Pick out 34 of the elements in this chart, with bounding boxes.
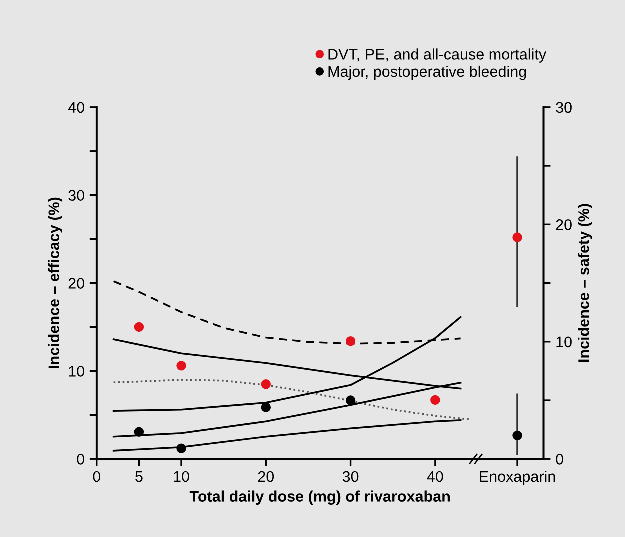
line-series — [112, 420, 462, 452]
x-tick-label: 20 — [258, 471, 274, 482]
x-tick-label: 0 — [93, 471, 101, 482]
x-axis-title: Total daily dose (mg) of rivaroxaban — [190, 490, 450, 506]
y-tick-label: 0 — [77, 454, 84, 465]
y-tick-label: 30 — [68, 190, 84, 202]
y2-tick-label: 30 — [556, 102, 572, 114]
x-tick-label: 5 — [136, 472, 143, 482]
point — [134, 322, 144, 332]
y-tick-label: 20 — [68, 278, 84, 289]
point — [176, 361, 186, 371]
x-tick-label: 10 — [174, 471, 190, 482]
point — [261, 402, 272, 412]
line-series — [112, 379, 470, 420]
x-tick-label: 30 — [342, 471, 359, 482]
point — [134, 427, 144, 438]
point — [176, 444, 186, 454]
y2-tick-label: 0 — [556, 454, 564, 465]
point — [346, 336, 356, 346]
y-tick-label: 40 — [68, 102, 84, 114]
y2-tick-label: 10 — [556, 336, 572, 348]
x-tick-label: Enoxaparin — [480, 470, 556, 486]
legend-label: DVT, PE, and all-cause mortality — [328, 48, 547, 63]
point — [430, 395, 440, 406]
y-tick-label: 10 — [69, 366, 84, 377]
y2-axis-title: Incidence – safety (%) — [578, 204, 592, 362]
y2-tick-label: 20 — [556, 220, 572, 230]
point — [512, 232, 522, 242]
point — [346, 396, 356, 406]
point — [512, 430, 522, 441]
x-tick-label: 40 — [427, 471, 444, 482]
y-axis-title: Incidence – efficacy (%) — [48, 198, 63, 368]
legend-label: Major, postoperative bleeding — [328, 66, 526, 80]
point — [261, 380, 272, 390]
